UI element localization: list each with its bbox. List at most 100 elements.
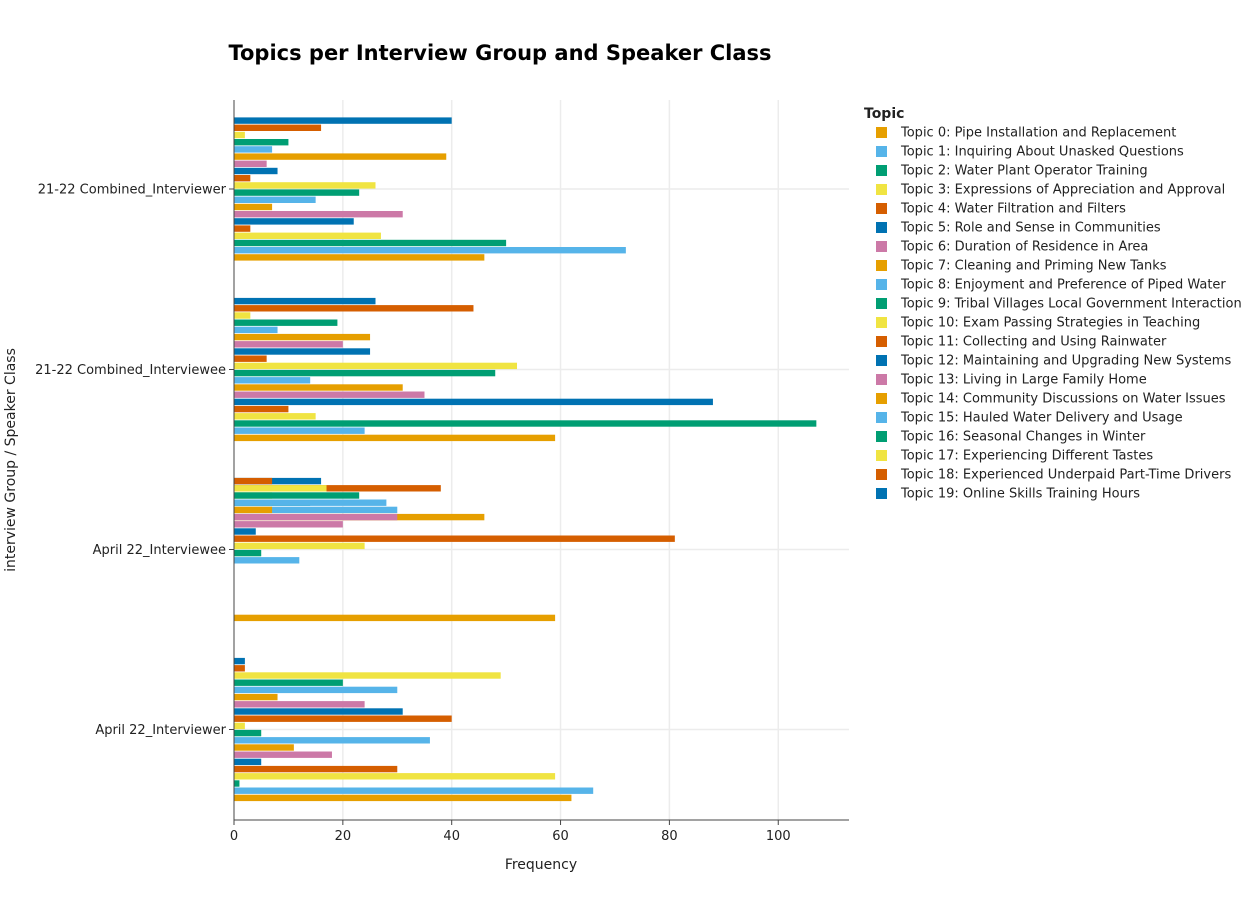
bar [234,326,278,334]
x-tick-label: 80 [661,829,678,844]
legend-swatch [876,393,887,404]
legend-entry: Topic 6: Duration of Residence in Area [900,240,1148,255]
bar [234,391,425,398]
legend-entry: Topic 11: Collecting and Using Rainwater [900,335,1167,350]
bar [234,131,245,139]
bar [234,398,713,406]
bar [234,405,289,413]
x-tick-label: 100 [766,829,791,844]
legend-entry: Topic 5: Role and Sense in Communities [900,221,1161,236]
bar [234,196,316,203]
bar [234,348,371,355]
bar [234,355,267,362]
bar [234,708,403,715]
x-ticks: 0 20 40 60 80 100 [230,820,791,844]
legend-entry: Topic 18: Experienced Underpaid Part-Tim… [900,468,1231,483]
bar [234,312,251,319]
x-tick-label: 0 [230,829,238,844]
legend-swatch [876,412,887,423]
bar [234,254,485,261]
legend-entry: Topic 10: Exam Passing Strategies in Tea… [900,316,1200,331]
legend-entry: Topic 13: Living in Large Family Home [900,373,1147,388]
legend-entry: Topic 9: Tribal Villages Local Governmen… [900,297,1242,312]
bar [234,362,518,370]
bar [234,758,262,766]
bar [234,175,251,182]
bar [234,773,556,780]
bar [234,420,817,427]
bar [234,513,398,521]
legend-entry: Topic 1: Inquiring About Unasked Questio… [900,145,1184,160]
bar [234,297,376,305]
bar [234,542,365,550]
bar [234,146,273,153]
legend-entry: Topic 19: Online Skills Training Hours [900,487,1140,502]
bar [234,369,496,377]
chart-title: Topics per Interview Group and Speaker C… [228,41,771,65]
bar [234,715,452,722]
bars [234,117,817,802]
y-tick-label: April 22_Interviewer [95,723,226,738]
bar [234,737,430,744]
bar [234,549,262,557]
legend-swatch [876,127,887,138]
legend-entry: Topic 4: Water Filtration and Filters [900,202,1126,217]
bar [234,319,338,326]
bar [234,780,240,787]
x-axis-title: Frequency [505,857,577,873]
bar [234,557,300,564]
y-axis-title: interview Group / Speaker Class [3,348,19,572]
legend-swatch [876,146,887,157]
x-tick-label: 20 [335,829,352,844]
legend-title: Topic [864,106,904,122]
bar [234,701,365,708]
bar [234,377,311,384]
bar [234,535,675,542]
bar [234,225,251,232]
legend-swatch [876,203,887,214]
bar [234,427,365,434]
bar [234,203,273,211]
legend-entry: Topic 0: Pipe Installation and Replaceme… [900,126,1176,141]
bar [234,506,273,514]
legend-swatch [876,317,887,328]
bar [234,521,343,528]
bar [234,117,452,124]
legend-swatch [876,279,887,290]
axes [233,100,849,821]
bar [234,506,398,514]
bar [234,333,371,341]
bar [234,153,447,160]
bar [234,492,360,499]
legend-swatch [876,374,887,385]
legend-swatch [876,165,887,176]
bar [234,189,360,196]
bar [234,657,245,665]
legend-swatch [876,355,887,366]
legend-swatch [876,336,887,347]
bar [234,341,343,348]
legend-swatch [876,222,887,233]
y-tick-label: 21-22 Combined_Interviewer [38,183,227,198]
bar [234,239,507,247]
legend-entry: Topic 16: Seasonal Changes in Winter [900,430,1146,445]
legend-entry: Topic 8: Enjoyment and Preference of Pip… [900,278,1226,293]
bar [234,672,501,679]
legend-swatch [876,260,887,271]
bar [234,679,343,686]
legend-entry: Topic 14: Community Discussions on Water… [900,392,1226,407]
bar [234,665,245,672]
legend-entry: Topic 3: Expressions of Appreciation and… [900,183,1225,198]
bar [234,211,403,218]
bar [234,499,387,506]
legend-entry: Topic 2: Water Plant Operator Training [900,164,1148,179]
legend-swatch [876,241,887,252]
bar [234,477,322,485]
bar [234,744,294,751]
x-tick-label: 60 [552,829,569,844]
bar [234,686,398,694]
bar [234,218,354,225]
bar [234,528,256,535]
legend-entry: Topic 15: Hauled Water Delivery and Usag… [900,411,1183,426]
